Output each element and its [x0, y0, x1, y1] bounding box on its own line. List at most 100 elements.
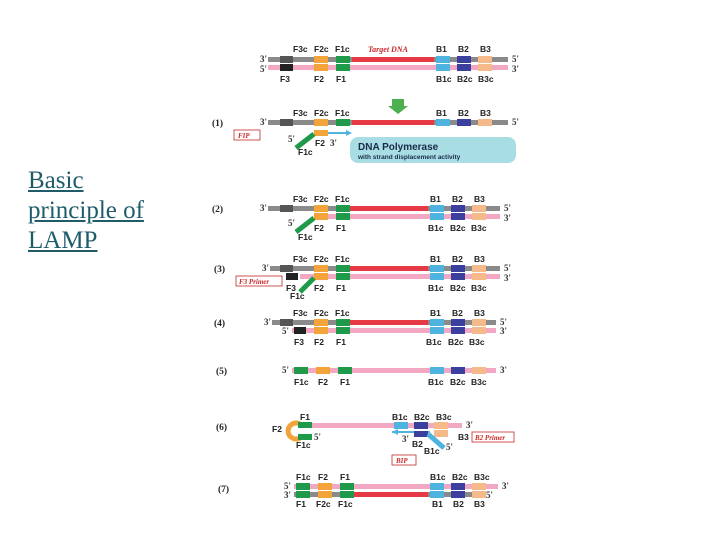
s2-flap-5: 5' [288, 218, 295, 228]
s6-B1c: B1c [392, 412, 408, 422]
s6-B1c-flap: B1c [424, 446, 440, 456]
s7-end-5b: 5' [486, 490, 493, 500]
label-target-dna: Target DNA [368, 45, 409, 54]
step-6-number: (6) [216, 422, 227, 433]
slide-title: Basic principle of LAMP [28, 166, 188, 256]
label-B3: B3 [480, 44, 491, 54]
s1-B1: B1 [436, 108, 447, 118]
s7-F2-top: F2 [318, 472, 328, 482]
s7-end-3a: 3' [502, 481, 509, 491]
s4-F2: F2 [314, 337, 324, 347]
s6-end-3: 3' [466, 420, 473, 430]
s1-flap-F1c: F1c [298, 147, 313, 157]
label-F2: F2 [314, 74, 324, 84]
s7-B3-bottom: B3 [474, 499, 485, 509]
title-line-1: Basic [28, 167, 84, 194]
label-F1: F1 [336, 74, 346, 84]
target-dna-row: F3c F2c F1c Target DNA B1 B2 B3 3' 5' 5'… [260, 44, 519, 84]
s4-end-5b: 5' [282, 326, 289, 336]
s2-F2c: F2c [314, 194, 329, 204]
s6-F1: F1 [300, 412, 310, 422]
s2-B2: B2 [452, 194, 463, 204]
end-5-top: 5' [512, 54, 519, 64]
s1-flap-5: 5' [288, 134, 295, 144]
s5-end-3: 3' [500, 365, 507, 375]
s7-F1-bottom: F1 [296, 499, 306, 509]
step-2-number: (2) [212, 204, 223, 215]
label-B2: B2 [458, 44, 469, 54]
s2-F3c: F3c [293, 194, 308, 204]
s3-B1: B1 [430, 254, 441, 264]
s1-F2-primer: F2 [315, 138, 325, 148]
fip-label: FIP [238, 132, 250, 140]
label-B2c: B2c [457, 74, 473, 84]
s2-B2c: B2c [450, 223, 466, 233]
s1-end-3: 3' [260, 117, 267, 127]
s3-B3c: B3c [471, 283, 487, 293]
s3-B3: B3 [474, 254, 485, 264]
s4-B2: B2 [452, 308, 463, 318]
s4-end-3a: 3' [264, 317, 271, 327]
s3-F2: F2 [314, 283, 324, 293]
s6-F2: F2 [272, 424, 282, 434]
s2-B3: B3 [474, 194, 485, 204]
step-4: (4) F3c F2c F1c B1 B2 B3 3' 5' 5' 3' F3 … [214, 308, 507, 347]
s7-B3c-top: B3c [474, 472, 490, 482]
step-6: (6) F1 F2 F1c 5' B1c B2c B3c 3' 3' B2 B1… [216, 412, 515, 466]
label-B3c: B3c [478, 74, 494, 84]
s7-B1c-top: B1c [430, 472, 446, 482]
s6-primer-5: 5' [446, 442, 453, 452]
s4-F1c: F1c [335, 308, 350, 318]
step-3-number: (3) [214, 264, 225, 275]
s7-B2c-top: B2c [452, 472, 468, 482]
s5-B2c: B2c [450, 377, 466, 387]
s3-end-5a: 5' [504, 263, 511, 273]
s6-B2c: B2c [414, 412, 430, 422]
s1-B3: B3 [480, 108, 491, 118]
s7-F2c-bottom: F2c [316, 499, 331, 509]
step-7: (7) F1c F2 F1 B1c B2c B3c 5' 3' 3' 5' F1… [218, 472, 509, 509]
s4-F3c: F3c [293, 308, 308, 318]
step-5: (5) 5' 3' F1c F2 F1 B1c B2c B3c [216, 365, 507, 387]
s2-F2: F2 [314, 223, 324, 233]
s1-primer-3: 3' [330, 138, 337, 148]
label-B1c: B1c [436, 74, 452, 84]
s4-F1: F1 [336, 337, 346, 347]
s7-F1c-top: F1c [296, 472, 311, 482]
s2-end-5a: 5' [504, 203, 511, 213]
s5-F1c: F1c [294, 377, 309, 387]
s7-end-3b: 3' [284, 490, 291, 500]
s4-B2c: B2c [448, 337, 464, 347]
label-F3: F3 [280, 74, 290, 84]
f3-primer-label: F3 Primer [239, 278, 269, 286]
s4-F3: F3 [294, 337, 304, 347]
strand-displacement-label: with strand displacement activity [357, 154, 461, 161]
s3-F2c: F2c [314, 254, 329, 264]
bip-label: BIP [395, 457, 408, 465]
arrow-down-icon [388, 99, 408, 114]
s6-B3: B3 [458, 432, 469, 442]
step-7-number: (7) [218, 484, 229, 495]
s5-F2: F2 [318, 377, 328, 387]
s1-end-5: 5' [512, 117, 519, 127]
s5-B3c: B3c [471, 377, 487, 387]
step-1-number: (1) [212, 118, 223, 129]
s7-F1-top: F1 [340, 472, 350, 482]
end-5-bottom: 5' [260, 64, 267, 74]
s7-end-5a: 5' [284, 481, 291, 491]
s3-end-3b: 3' [504, 273, 511, 283]
s2-F1: F1 [336, 223, 346, 233]
step-5-number: (5) [216, 366, 227, 377]
s4-B3c: B3c [469, 337, 485, 347]
s4-end-5a: 5' [500, 317, 507, 327]
s1-F1c: F1c [335, 108, 350, 118]
end-3-bottom: 3' [512, 64, 519, 74]
s2-B1c: B1c [428, 223, 444, 233]
s3-B2c: B2c [450, 283, 466, 293]
label-B1: B1 [436, 44, 447, 54]
s7-F1c-bottom: F1c [338, 499, 353, 509]
s6-F1c: F1c [296, 440, 311, 450]
label-F1c: F1c [335, 44, 350, 54]
s3-B1c: B1c [428, 283, 444, 293]
